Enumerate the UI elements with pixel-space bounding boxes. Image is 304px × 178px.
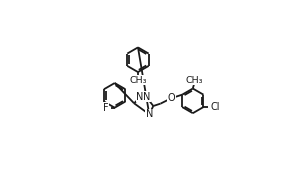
Text: Cl: Cl: [211, 102, 220, 112]
Text: CH₃: CH₃: [185, 76, 203, 85]
Text: CH₃: CH₃: [129, 76, 147, 85]
Text: N: N: [143, 92, 150, 102]
Text: F: F: [103, 103, 109, 113]
Text: N: N: [146, 109, 153, 119]
Text: N: N: [136, 92, 144, 102]
Text: O: O: [168, 93, 175, 103]
